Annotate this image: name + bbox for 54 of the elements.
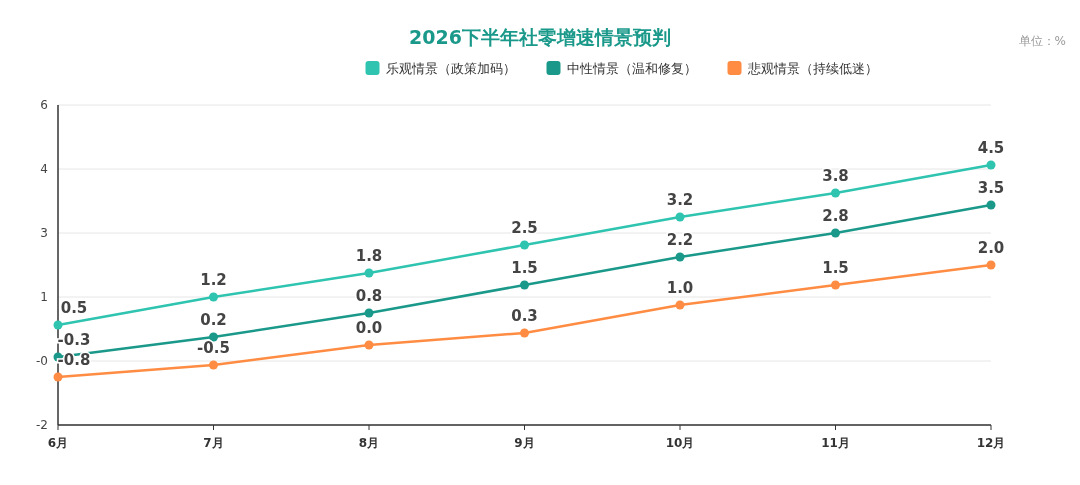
data-label: 1.2 xyxy=(200,271,227,289)
point xyxy=(986,260,996,270)
y-tick-label: 3 xyxy=(40,226,48,240)
x-tick-label: 12月 xyxy=(976,436,1006,450)
x-tick-label: 9月 xyxy=(514,436,535,450)
point xyxy=(986,160,996,170)
data-label: 1.5 xyxy=(822,259,849,277)
point xyxy=(53,372,63,382)
data-label: 2.5 xyxy=(511,219,538,237)
data-label: 2.8 xyxy=(822,207,849,225)
x-tick-label: 11月 xyxy=(821,436,850,450)
data-label: 0.5 xyxy=(60,299,88,317)
point xyxy=(520,280,529,290)
point xyxy=(986,200,996,210)
data-label: 0.8 xyxy=(355,287,383,305)
y-tick-label: 4 xyxy=(40,162,48,176)
data-label: 3.5 xyxy=(977,179,1005,197)
y-tick-label: 1 xyxy=(40,290,48,304)
data-label: 4.5 xyxy=(977,139,1005,157)
point xyxy=(53,320,63,330)
y-tick-label: -0 xyxy=(36,354,48,368)
point xyxy=(364,340,374,350)
point xyxy=(675,212,685,222)
x-tick-label: 6月 xyxy=(47,436,69,450)
data-label: 0.3 xyxy=(511,307,538,325)
x-tick-label: 10月 xyxy=(665,436,695,450)
y-tick-label: -2 xyxy=(36,418,48,432)
data-label: 3.2 xyxy=(666,191,694,209)
data-label: -0.5 xyxy=(197,339,230,357)
point xyxy=(209,360,218,370)
point xyxy=(364,268,374,278)
point xyxy=(831,280,840,290)
data-label: 2.0 xyxy=(977,239,1005,257)
data-label: 3.8 xyxy=(822,167,849,185)
data-label: 1.0 xyxy=(666,279,694,297)
point xyxy=(675,252,685,262)
data-label: 1.8 xyxy=(355,247,383,265)
point xyxy=(520,240,529,250)
point xyxy=(209,292,218,302)
x-tick-label: 8月 xyxy=(358,436,380,450)
point xyxy=(831,188,840,198)
text: 单位：% xyxy=(1018,34,1066,48)
point xyxy=(209,332,218,342)
data-label: 0.2 xyxy=(200,311,227,329)
data-label: 2.2 xyxy=(666,231,694,249)
data-label: 0.0 xyxy=(355,319,383,337)
point xyxy=(364,308,374,318)
point xyxy=(675,300,685,310)
point xyxy=(831,228,840,238)
y-tick-label: 6 xyxy=(40,98,48,112)
chart-title: 2026下半年社零增速情景预判 xyxy=(409,26,671,48)
x-tick-label: 7月 xyxy=(203,436,224,450)
data-label: 1.5 xyxy=(511,259,538,277)
point xyxy=(520,328,529,338)
